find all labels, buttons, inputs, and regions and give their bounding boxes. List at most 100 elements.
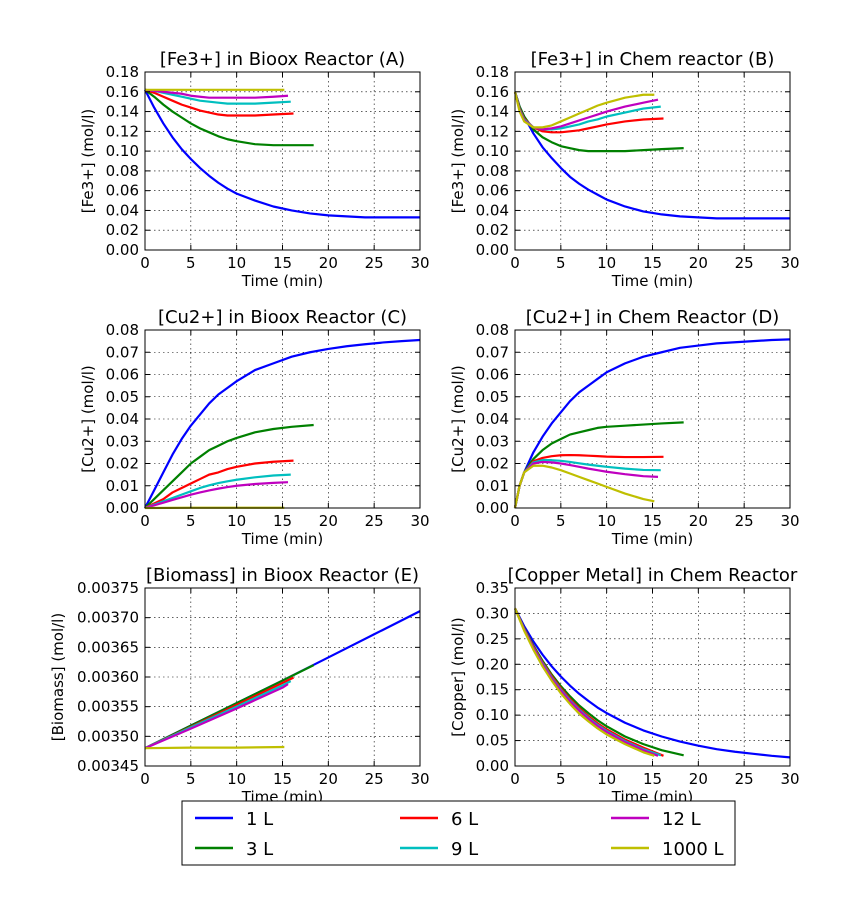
tick-label-x: 10: [227, 770, 246, 788]
tick-label-y: 0.04: [106, 201, 139, 219]
panel-fe3-bioox: 0 5 10 15 20 25 30 0.00 0.02 0.040.06 0.08 0.10 0.12…: [79, 49, 430, 290]
legend-label: 6 L: [451, 809, 478, 830]
series-line: [144, 745, 285, 750]
tick-label-x: 25: [365, 512, 384, 530]
tick-label-x: 0: [510, 770, 520, 788]
tick-label-y: 0.20: [476, 655, 509, 673]
x-axis-label: Time (min): [611, 530, 693, 548]
panel-fe3-chem: 0 5 10 15 20 25 30 0.00 0.02 0.040.06 0.08 0.10 0.12…: [449, 49, 800, 290]
tick-label-y: 0.08: [476, 321, 509, 339]
chart-title: [Fe3+] in Bioox Reactor (A): [160, 49, 405, 70]
tick-label-y: 0.10: [106, 142, 139, 160]
tick-label-y: 0.14: [476, 103, 509, 121]
tick-label-x: 25: [735, 254, 754, 272]
y-axis-label: [Fe3+] (mol/l): [79, 109, 97, 214]
tick-label-y: 0.00355: [77, 698, 139, 716]
tick-label-y: 0.00: [476, 499, 509, 517]
tick-label-y: 0.15: [476, 681, 509, 699]
tick-label-x: 0: [140, 512, 150, 530]
chart-title: [Cu2+] in Bioox Reactor (C): [158, 307, 407, 328]
tick-label-x: 0: [510, 254, 520, 272]
series-line: [144, 338, 421, 509]
chart-title: [Biomass] in Bioox Reactor (E): [146, 565, 419, 586]
tick-label-y: 0.35: [476, 579, 509, 597]
panel-biomass-bioox: 0 5 10 15 20 25 30 0.00345 0.00350 0.00355 0.00360…: [49, 565, 430, 806]
tick-label-y: 0.03: [106, 432, 139, 450]
tick-label-x: 20: [689, 770, 708, 788]
tick-label-x: 5: [186, 770, 196, 788]
series-line: [144, 481, 289, 510]
series-line: [144, 473, 291, 510]
tick-label-x: 30: [410, 254, 429, 272]
tick-label-y: 0.02: [476, 455, 509, 473]
tick-label-y: 0.07: [106, 343, 139, 361]
tick-label-x: 5: [556, 770, 566, 788]
tick-label-x: 5: [186, 254, 196, 272]
tick-label-y: 0.00: [106, 241, 139, 259]
tick-label-x: 5: [556, 512, 566, 530]
series-line: [144, 683, 289, 750]
tick-label-y: 0.25: [476, 630, 509, 648]
tick-label-y: 0.06: [476, 182, 509, 200]
tick-label-x: 0: [140, 254, 150, 272]
series-line: [513, 91, 664, 134]
tick-label-x: 0: [510, 512, 520, 530]
y-axis-label: [Copper] (mol/l): [449, 617, 467, 736]
tick-label-x: 30: [780, 254, 799, 272]
tick-label-y: 0.02: [106, 455, 139, 473]
series-line: [144, 88, 314, 147]
tick-label-y: 0.06: [106, 182, 139, 200]
series-line: [513, 464, 655, 509]
tick-label-y: 0.16: [476, 83, 509, 101]
y-axis-label: [Biomass] (mol/l): [49, 613, 67, 741]
series-line: [144, 89, 420, 219]
y-axis-label: [Cu2+] (mol/l): [449, 365, 467, 472]
legend-label: 3 L: [246, 839, 273, 860]
tick-label-y: 0.00350: [77, 727, 139, 745]
series-line: [144, 88, 289, 99]
tick-label-y: 0.02: [476, 221, 509, 239]
tick-label-y: 0.05: [476, 732, 509, 750]
tick-label-x: 15: [643, 254, 662, 272]
tick-label-y: 0.02: [106, 221, 139, 239]
tick-label-x: 10: [597, 770, 616, 788]
tick-label-x: 30: [410, 770, 429, 788]
tick-label-x: 15: [643, 770, 662, 788]
tick-label-y: 0.05: [106, 388, 139, 406]
tick-label-y: 0.14: [106, 103, 139, 121]
tick-label-x: 15: [273, 254, 292, 272]
tick-label-x: 15: [273, 512, 292, 530]
series-line: [144, 88, 291, 105]
tick-label-y: 0.00370: [77, 609, 139, 627]
tick-label-y: 0.06: [106, 366, 139, 384]
tick-label-y: 0.00: [476, 241, 509, 259]
legend-label: 1000 L: [662, 839, 724, 860]
tick-label-y: 0.01: [476, 477, 509, 495]
series-line: [144, 459, 294, 509]
tick-label-x: 0: [140, 770, 150, 788]
tick-label-x: 30: [410, 512, 429, 530]
series-line: [144, 88, 294, 117]
tick-label-x: 15: [643, 512, 662, 530]
y-axis-label: [Cu2+] (mol/l): [79, 365, 97, 472]
tick-label-y: 0.00365: [77, 638, 139, 656]
tick-label-x: 15: [273, 770, 292, 788]
tick-label-y: 0.03: [476, 432, 509, 450]
series-line: [514, 607, 684, 757]
series-line: [513, 607, 655, 757]
series-line: [513, 459, 661, 509]
tick-label-y: 0.10: [476, 142, 509, 160]
x-axis-label: Time (min): [241, 530, 323, 548]
tick-label-y: 0.18: [106, 63, 139, 81]
axes-frame: [514, 587, 791, 767]
tick-label-x: 10: [597, 254, 616, 272]
x-axis-label: Time (min): [241, 272, 323, 290]
tick-label-y: 0.08: [106, 321, 139, 339]
panel-copper-chem: 0 5 10 15 20 25 30 0.00 0.05 0.10 0.15 0.20 0.25 0.30…: [449, 565, 800, 806]
tick-label-y: 0.00: [476, 757, 509, 775]
panel-cu2-bioox: 0 5 10 15 20 25 30 0.00 0.01 0.02 0.03 0.04 0.05 0.06…: [79, 307, 430, 548]
tick-label-y: 0.12: [476, 122, 509, 140]
tick-label-y: 0.18: [476, 63, 509, 81]
axes-frame: [514, 71, 791, 251]
